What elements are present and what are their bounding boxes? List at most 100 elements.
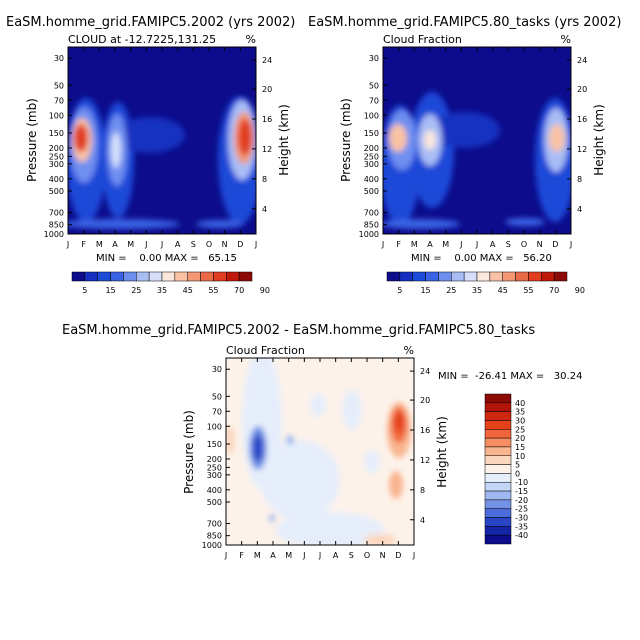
x-tick-label: J [160,240,163,249]
colorbar-box [97,271,111,282]
y-tick-label: 30 [369,54,379,63]
y-tick-label: 700 [207,519,222,528]
x-tick-label: M [285,551,292,560]
y-tick-label: 70 [369,96,379,105]
x-tick-label: A [427,240,433,249]
y-tick-label: 200 [49,144,64,153]
x-tick-label: N [380,551,386,560]
colorbar-label: 5 [515,461,520,470]
height-tick-label: 8 [262,175,267,184]
x-tick-label: M [254,551,261,560]
colorbar-box [484,464,512,474]
colorbar-label: 15 [105,286,115,295]
colorbar-label: 30 [515,416,525,425]
x-tick-label: N [222,240,228,249]
colorbar-box [438,271,452,282]
panel2-contour-field [383,47,571,234]
y-tick-label: 100 [49,111,64,120]
x-tick-label: D [395,551,401,560]
panel3-minmax: MIN = -26.41 MAX = 30.24 [438,371,582,382]
y-tick-label: 500 [49,187,64,196]
panel2-ylabel-right: Height (km) [592,104,606,175]
x-tick-label: J [66,240,69,249]
y-tick-label: 100 [364,111,379,120]
y-tick-label: 100 [207,422,222,431]
y-tick-label: 250 [207,463,222,472]
colorbar-box [484,455,512,465]
height-tick-label: 24 [420,367,430,376]
panel1-units: % [246,33,256,46]
x-tick-label: J [224,551,227,560]
x-tick-label: A [333,551,339,560]
height-tick-label: 16 [577,115,587,124]
panel3-ylabel-right: Height (km) [435,416,449,487]
colorbar-box [484,420,512,430]
height-tick-label: 16 [420,426,430,435]
colorbar-box [476,271,491,282]
x-tick-label: N [537,240,543,249]
x-tick-label: J [475,240,478,249]
x-tick-label: J [412,551,415,560]
colorbar-label: -40 [515,531,528,540]
colorbar-box [123,271,137,282]
y-tick-label: 700 [49,208,64,217]
y-tick-label: 500 [364,187,379,196]
colorbar-box [541,271,555,282]
x-tick-label: F [239,551,244,560]
colorbar-label: -35 [515,522,528,531]
panel3-title: EaSM.homme_grid.FAMIPC5.2002 - EaSM.homm… [62,323,535,338]
panel3-contour-field [226,358,414,545]
colorbar-label: 40 [515,399,525,408]
y-tick-label: 50 [369,81,379,90]
y-tick-label: 1000 [44,230,64,239]
x-tick-label: S [349,551,354,560]
y-tick-label: 150 [49,129,64,138]
colorbar-box [161,271,176,282]
y-tick-label: 250 [364,152,379,161]
colorbar-box [110,271,124,282]
y-tick-label: 30 [54,54,64,63]
colorbar-box [187,271,201,282]
height-tick-label: 16 [262,115,272,124]
panel1-subtitle: CLOUD at -12.7225,131.25 [68,33,216,46]
x-tick-label: A [175,240,181,249]
height-tick-label: 12 [262,145,272,154]
panel1-ylabel-right: Height (km) [277,104,291,175]
colorbar-label: -25 [515,505,528,514]
y-tick-label: 50 [212,392,222,401]
x-tick-label: A [490,240,496,249]
y-tick-label: 400 [49,175,64,184]
colorbar-label: 45 [183,286,193,295]
colorbar-label: 70 [234,286,244,295]
colorbar-label: 10 [515,452,525,461]
panel1-title: EaSM.homme_grid.FAMIPC5.2002 (yrs 2002) [6,15,295,30]
panel2-ylabel: Pressure (mb) [339,98,353,182]
x-tick-label: O [206,240,212,249]
y-tick-label: 400 [207,486,222,495]
x-tick-label: J [569,240,572,249]
x-tick-label: F [396,240,401,249]
colorbar-box [484,526,512,536]
colorbar-box [502,271,516,282]
y-tick-label: 400 [364,175,379,184]
colorbar-box [174,271,188,282]
colorbar-box [425,271,439,282]
colorbar-box [71,271,86,282]
colorbar-box [84,271,98,282]
y-tick-label: 300 [364,160,379,169]
panel3-ylabel: Pressure (mb) [182,410,196,494]
x-tick-label: M [127,240,134,249]
x-tick-label: F [81,240,86,249]
y-tick-label: 50 [54,81,64,90]
colorbar-label: 35 [515,408,525,417]
x-tick-label: A [270,551,276,560]
height-tick-label: 4 [577,205,582,214]
y-tick-label: 850 [49,221,64,230]
panel2-colorbar: 5 15 25 35 45 55 70 90 [386,271,585,295]
colorbar-box [515,271,529,282]
height-tick-label: 20 [420,396,430,405]
colorbar-label: -10 [515,478,528,487]
colorbar-box [484,393,512,404]
height-tick-label: 12 [577,145,587,154]
y-tick-label: 300 [49,160,64,169]
